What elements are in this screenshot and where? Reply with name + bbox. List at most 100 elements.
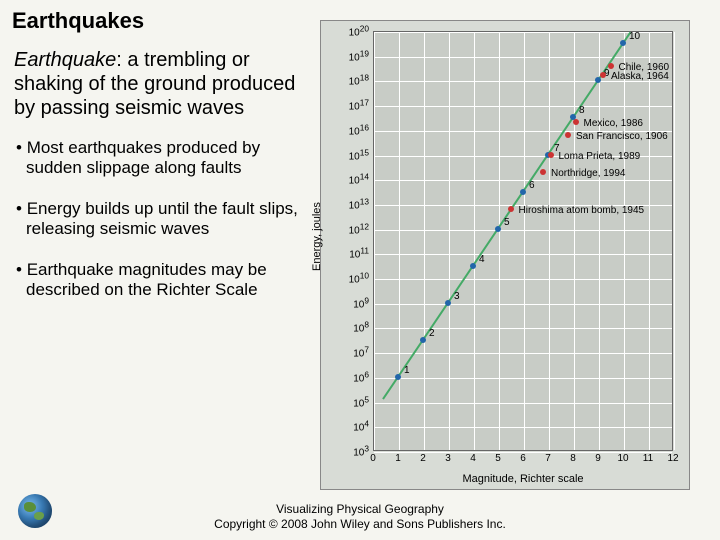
x-tick-label: 1 [395,453,401,464]
earthquake-annotation: San Francisco, 1906 [576,131,668,142]
chart-column: Energy, joules Magnitude, Richter scale … [320,0,720,490]
gridline-horizontal [374,378,672,379]
gridline-horizontal [374,32,672,33]
data-point-blue [445,300,451,306]
data-point-label: 5 [504,217,510,228]
data-point-label: 8 [579,105,585,116]
data-point-red [540,169,546,175]
x-tick-label: 10 [617,453,628,464]
bullet-item: • Most earthquakes produced by sudden sl… [12,138,314,179]
y-tick-label: 1015 [323,147,369,162]
gridline-horizontal [374,230,672,231]
gridline-horizontal [374,106,672,107]
data-point-label: 6 [529,180,535,191]
earthquake-annotation: Loma Prieta, 1989 [559,151,641,162]
gridline-vertical [499,32,500,450]
gridline-vertical [374,32,375,450]
x-tick-label: 11 [643,453,653,464]
data-point-blue [595,77,601,83]
data-point-blue [420,337,426,343]
data-point-blue [620,40,626,46]
data-point-red [600,72,606,78]
plot-area [373,31,673,451]
y-axis-title: Energy, joules [311,202,323,271]
gridline-horizontal [374,254,672,255]
gridline-horizontal [374,57,672,58]
data-point-label: 1 [404,365,410,376]
data-point-blue [495,226,501,232]
data-point-red [548,152,554,158]
gridline-horizontal [374,328,672,329]
y-tick-label: 108 [323,320,369,335]
x-tick-label: 7 [545,453,551,464]
x-tick-label: 3 [445,453,451,464]
gridline-vertical [449,32,450,450]
y-tick-label: 103 [323,443,369,458]
data-point-red [508,206,514,212]
gridline-vertical [574,32,575,450]
gridline-vertical [674,32,675,450]
bullet-item: • Energy builds up until the fault slips… [12,199,314,240]
earthquake-annotation: Mexico, 1986 [584,118,643,129]
gridline-vertical [474,32,475,450]
y-tick-label: 1019 [323,48,369,63]
data-point-red [565,132,571,138]
y-tick-label: 105 [323,394,369,409]
y-tick-label: 1017 [323,97,369,112]
y-tick-label: 1016 [323,122,369,137]
gridline-vertical [399,32,400,450]
earthquake-annotation: Alaska, 1964 [611,71,669,82]
earthquake-annotation: Northridge, 1994 [551,168,626,179]
y-tick-label: 107 [323,345,369,360]
x-tick-label: 0 [370,453,376,464]
gridline-horizontal [374,427,672,428]
definition-term: Earthquake [14,49,116,71]
data-point-red [608,63,614,69]
data-point-label: 4 [479,254,485,265]
data-point-label: 10 [629,31,640,42]
y-tick-label: 109 [323,295,369,310]
bullet-item: • Earthquake magnitudes may be described… [12,260,314,301]
data-point-blue [470,263,476,269]
gridline-horizontal [374,279,672,280]
gridline-horizontal [374,180,672,181]
gridline-horizontal [374,403,672,404]
x-tick-label: 12 [667,453,678,464]
gridline-horizontal [374,304,672,305]
footer-copyright: Copyright © 2008 John Wiley and Sons Pub… [0,517,720,532]
data-point-label: 3 [454,291,460,302]
y-tick-label: 1013 [323,196,369,211]
earthquake-annotation: Hiroshima atom bomb, 1945 [519,205,645,216]
y-tick-label: 1010 [323,270,369,285]
y-tick-label: 1018 [323,73,369,88]
data-point-blue [520,189,526,195]
gridline-vertical [599,32,600,450]
x-tick-label: 4 [470,453,476,464]
x-tick-label: 6 [520,453,526,464]
x-tick-label: 8 [570,453,576,464]
energy-magnitude-chart: Energy, joules Magnitude, Richter scale … [320,20,690,490]
gridline-vertical [624,32,625,450]
x-tick-label: 9 [595,453,601,464]
gridline-vertical [524,32,525,450]
gridline-horizontal [374,353,672,354]
y-tick-label: 1020 [323,23,369,38]
page-title: Earthquakes [12,8,314,34]
y-tick-label: 1014 [323,172,369,187]
gridline-vertical [549,32,550,450]
text-column: Earthquakes Earthquake: a trembling or s… [0,0,320,490]
gridline-vertical [424,32,425,450]
x-tick-label: 5 [495,453,501,464]
x-axis-title: Magnitude, Richter scale [373,473,673,485]
x-tick-label: 2 [420,453,426,464]
y-tick-label: 1011 [323,246,369,261]
data-point-blue [395,374,401,380]
data-point-red [573,119,579,125]
footer: Visualizing Physical Geography Copyright… [0,502,720,532]
definition: Earthquake: a trembling or shaking of th… [12,48,314,120]
gridline-vertical [649,32,650,450]
data-point-label: 2 [429,328,435,339]
y-tick-label: 104 [323,419,369,434]
footer-book-title: Visualizing Physical Geography [0,502,720,517]
y-tick-label: 106 [323,369,369,384]
